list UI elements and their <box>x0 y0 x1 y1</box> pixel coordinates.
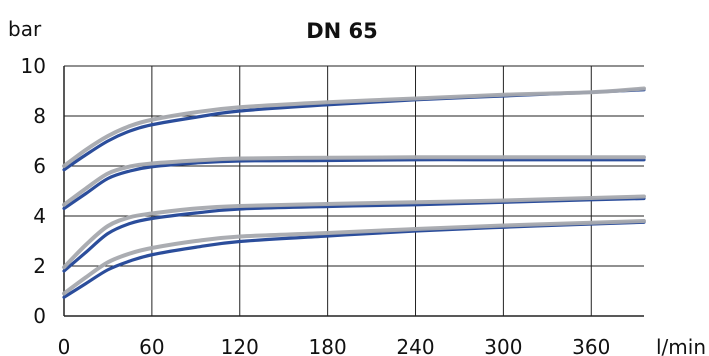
x-axis-label: l/min <box>656 335 706 356</box>
chart-title: DN 65 <box>306 19 378 43</box>
x-tick-label: 60 <box>139 335 164 356</box>
x-tick-label: 300 <box>484 335 522 356</box>
y-tick-label: 8 <box>33 104 46 128</box>
curve-1-band-line <box>62 86 646 168</box>
curve-2 <box>62 155 646 211</box>
y-tick-label: 0 <box>33 304 46 328</box>
curve-1 <box>62 86 646 172</box>
y-tick-label: 10 <box>21 54 46 78</box>
curve-2-main-line <box>62 158 646 211</box>
x-tick-label: 360 <box>572 335 610 356</box>
x-tick-label: 120 <box>221 335 259 356</box>
x-tick-label: 180 <box>309 335 347 356</box>
series-layer <box>62 86 646 299</box>
tick-labels: 0 2 4 6 8 10 0 60 120 180 240 300 360 <box>21 54 611 356</box>
curve-3-band-line <box>62 194 646 270</box>
curve-4 <box>62 219 646 299</box>
x-tick-label: 240 <box>396 335 434 356</box>
x-tick-label: 0 <box>58 335 71 356</box>
curve-3 <box>62 194 646 273</box>
y-tick-label: 2 <box>33 254 46 278</box>
y-tick-label: 6 <box>33 154 46 178</box>
curve-4-band-line <box>62 219 646 296</box>
y-tick-label: 4 <box>33 204 46 228</box>
y-axis-label: bar <box>8 17 42 41</box>
curve-2-band-line <box>62 155 646 207</box>
